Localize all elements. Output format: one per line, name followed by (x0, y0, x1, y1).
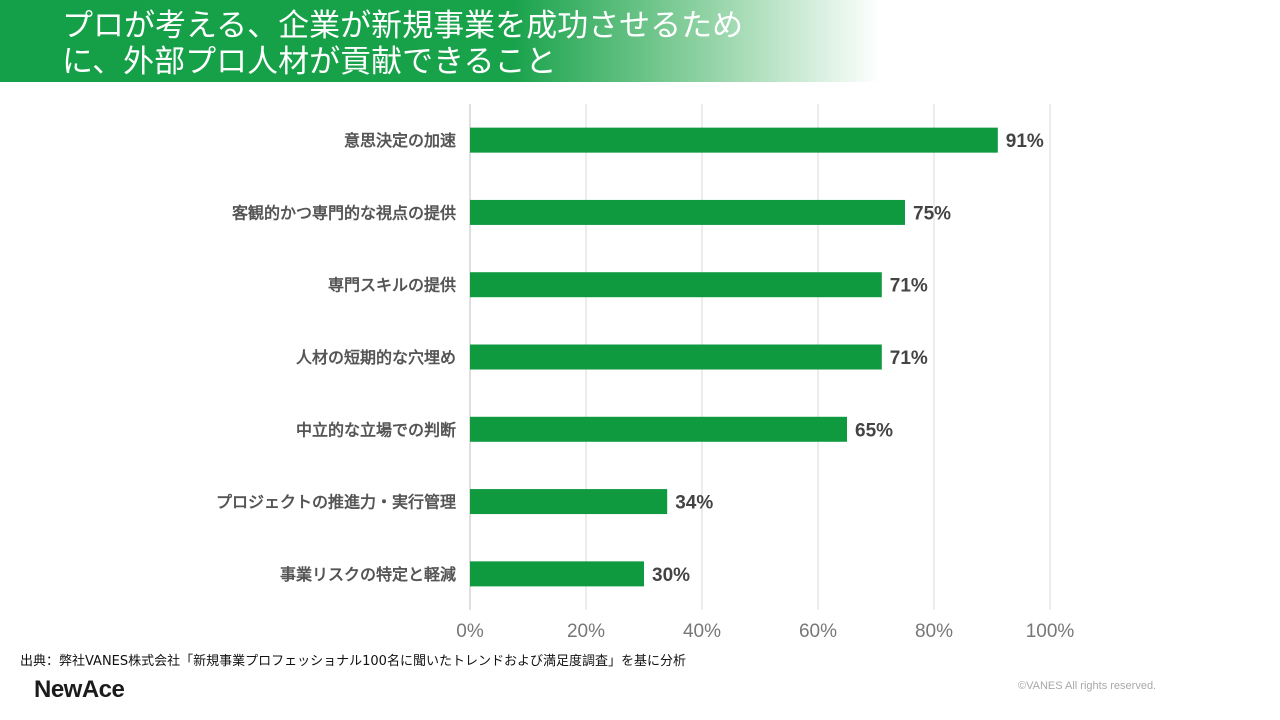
page-title-line-2: に、外部プロ人材が貢献できること (62, 44, 557, 80)
category-label: 人材の短期的な穴埋め (296, 348, 456, 367)
category-label: 客観的かつ専門的な視点の提供 (232, 203, 456, 222)
bar (470, 561, 644, 587)
title-banner (0, 0, 880, 82)
value-label: 71% (890, 348, 928, 369)
value-label: 30% (652, 565, 690, 586)
x-tick-label: 100% (1026, 621, 1075, 642)
bar (470, 344, 882, 370)
source-note: 出典：弊社VANES株式会社「新規事業プロフェッショナル100名に聞いたトレンド… (20, 654, 686, 669)
value-label: 34% (675, 493, 713, 514)
page-title-line-1: プロが考える、企業が新規事業を成功させるため (62, 8, 744, 44)
value-label: 71% (890, 276, 928, 297)
value-label: 91% (1006, 131, 1044, 152)
category-label: 中立的な立場での判断 (296, 420, 456, 439)
category-label: 専門スキルの提供 (328, 276, 456, 295)
category-label: 意思決定の加速 (344, 131, 456, 150)
x-tick-label: 40% (683, 621, 721, 642)
brand-logo: NewAce (34, 676, 125, 703)
x-tick-label: 60% (799, 621, 837, 642)
page-title: プロが考える、企業が新規事業を成功させるため に、外部プロ人材が貢献できること (62, 8, 743, 80)
category-label: 事業リスクの特定と軽減 (280, 565, 456, 584)
bar (470, 416, 847, 442)
copyright-text: ©VANES All rights reserved. (1018, 680, 1157, 692)
bar (470, 489, 668, 515)
x-tick-label: 20% (567, 621, 605, 642)
value-label: 65% (855, 420, 893, 441)
category-label: プロジェクトの推進力・実行管理 (216, 493, 456, 512)
bar (470, 272, 882, 298)
x-tick-label: 0% (456, 621, 484, 642)
value-label: 75% (913, 203, 951, 224)
bar (470, 127, 998, 153)
bar (470, 199, 905, 225)
x-tick-label: 80% (915, 621, 953, 642)
